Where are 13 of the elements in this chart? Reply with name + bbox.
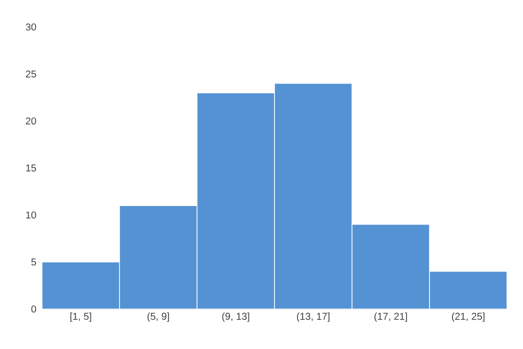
y-tick-label: 20: [26, 117, 36, 125]
y-tick-label: 15: [26, 164, 36, 172]
x-tick-label: (21, 25]: [452, 312, 484, 322]
x-tick-label: [1, 5]: [70, 312, 92, 322]
x-tick-label: (5, 9]: [148, 312, 169, 322]
y-tick-label: 10: [26, 211, 36, 219]
x-tick-label: (13, 17]: [296, 312, 330, 322]
y-tick-label: 5: [31, 258, 36, 266]
y-tick-label: 30: [26, 23, 36, 31]
x-tick-label: (17, 21]: [374, 312, 407, 322]
y-tick-label: 25: [26, 70, 36, 78]
y-tick-label: 0: [31, 305, 36, 313]
x-tick-label: (9, 13]: [222, 312, 250, 322]
